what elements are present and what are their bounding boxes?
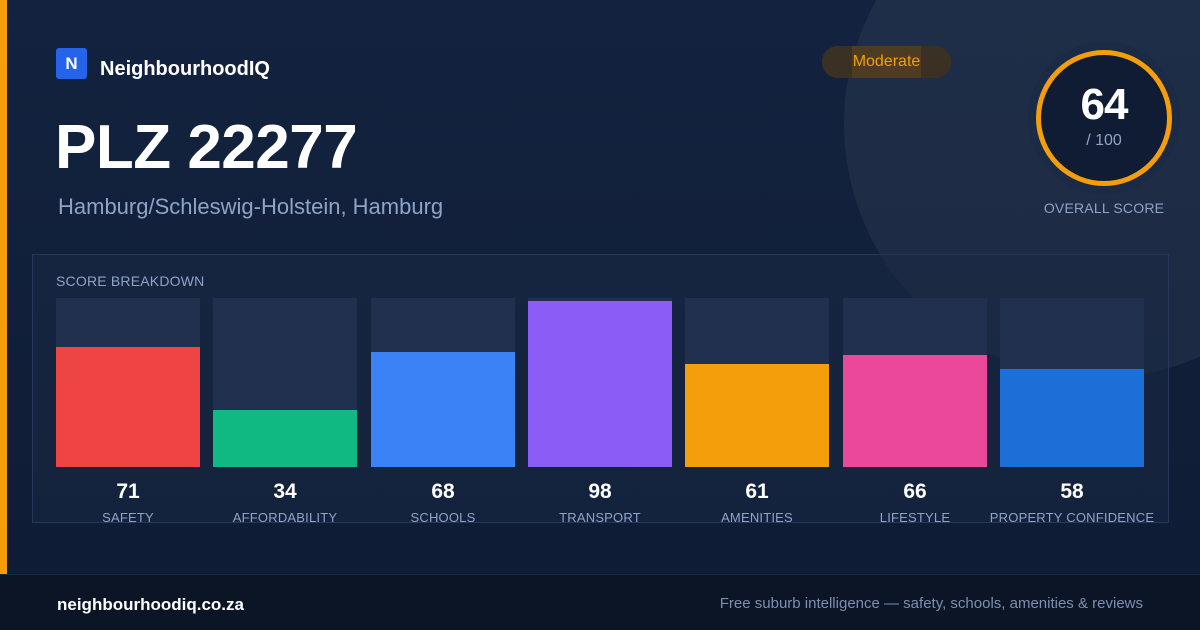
score-bar-fill bbox=[56, 347, 200, 467]
score-breakdown-title: SCORE BREAKDOWN bbox=[56, 273, 205, 289]
accent-bar bbox=[0, 0, 7, 574]
footer-tagline: Free suburb intelligence — safety, schoo… bbox=[719, 595, 1143, 612]
score-bar-amenities: 61 AMENITIES bbox=[685, 298, 829, 525]
score-bar-track bbox=[843, 298, 987, 467]
location-subtitle: Hamburg/Schleswig-Holstein, Hamburg bbox=[58, 194, 444, 219]
footer: neighbourhoodiq.co.za Free suburb intell… bbox=[0, 574, 1200, 630]
score-bar-value: 68 bbox=[431, 480, 455, 503]
score-bar-value: 98 bbox=[588, 480, 612, 503]
score-bar-fill bbox=[213, 410, 357, 467]
score-breakdown-bars: 71 SAFETY 34 AFFORDABILITY 68 SCHOOLS 98 TRANSP… bbox=[33, 255, 1168, 525]
score-bar-fill bbox=[528, 301, 672, 467]
score-bar-label: LIFESTYLE bbox=[879, 510, 951, 525]
overall-score-max: / 100 bbox=[1086, 132, 1122, 149]
page-title: PLZ 22277 bbox=[55, 113, 358, 182]
score-bar-label: AFFORDABILITY bbox=[232, 510, 338, 525]
score-bar-label: TRANSPORT bbox=[559, 510, 641, 525]
share-card: N NeighbourhoodIQ PLZ 22277 Hamburg/Schl… bbox=[0, 0, 1200, 574]
score-bar-label: SCHOOLS bbox=[410, 510, 476, 525]
score-bar-lifestyle: 66 LIFESTYLE bbox=[843, 298, 987, 525]
score-bar-label: PROPERTY CONFIDENCE bbox=[989, 510, 1155, 525]
score-bar-label: AMENITIES bbox=[721, 510, 793, 525]
rating-badge: Moderate bbox=[822, 46, 951, 78]
score-bar-track bbox=[528, 298, 672, 467]
score-bar-property-confidence: 58 PROPERTY CONFIDENCE bbox=[990, 298, 1154, 525]
overall-score-ring: 64 / 100 bbox=[1028, 42, 1180, 194]
score-bar-value: 71 bbox=[116, 480, 140, 503]
score-bar-fill bbox=[685, 364, 829, 467]
score-bar-track bbox=[1000, 298, 1144, 467]
score-bar-track bbox=[213, 298, 357, 467]
score-bar-transport: 98 TRANSPORT bbox=[528, 298, 672, 525]
score-bar-value: 58 bbox=[1060, 480, 1084, 503]
score-bar-safety: 71 SAFETY bbox=[56, 298, 200, 525]
score-bar-fill bbox=[1000, 369, 1144, 467]
score-bar-label: SAFETY bbox=[102, 510, 154, 525]
score-bar-value: 61 bbox=[745, 480, 769, 503]
score-bar-track bbox=[371, 298, 515, 467]
overall-score-caption: OVERALL SCORE bbox=[1043, 200, 1165, 216]
score-breakdown-panel: SCORE BREAKDOWN 71 SAFETY 34 AFFORDABILITY 6… bbox=[32, 254, 1169, 525]
score-bar-track bbox=[56, 298, 200, 467]
score-bar-value: 34 bbox=[273, 480, 297, 503]
overall-score-value: 64 bbox=[1080, 80, 1129, 129]
footer-site-link[interactable]: neighbourhoodiq.co.za bbox=[57, 595, 244, 614]
score-ring-stroke bbox=[1036, 50, 1172, 186]
brand-logo-icon: N bbox=[56, 48, 87, 79]
score-bar-value: 66 bbox=[903, 480, 927, 503]
score-bar-track bbox=[685, 298, 829, 467]
score-bar-fill bbox=[843, 355, 987, 467]
brand-name: NeighbourhoodIQ bbox=[100, 58, 270, 80]
brand: N NeighbourhoodIQ bbox=[56, 46, 270, 81]
score-bar-schools: 68 SCHOOLS bbox=[371, 298, 515, 525]
score-bar-affordability: 34 AFFORDABILITY bbox=[213, 298, 357, 525]
rating-badge-label: Moderate bbox=[852, 53, 921, 70]
score-bar-fill bbox=[371, 352, 515, 467]
